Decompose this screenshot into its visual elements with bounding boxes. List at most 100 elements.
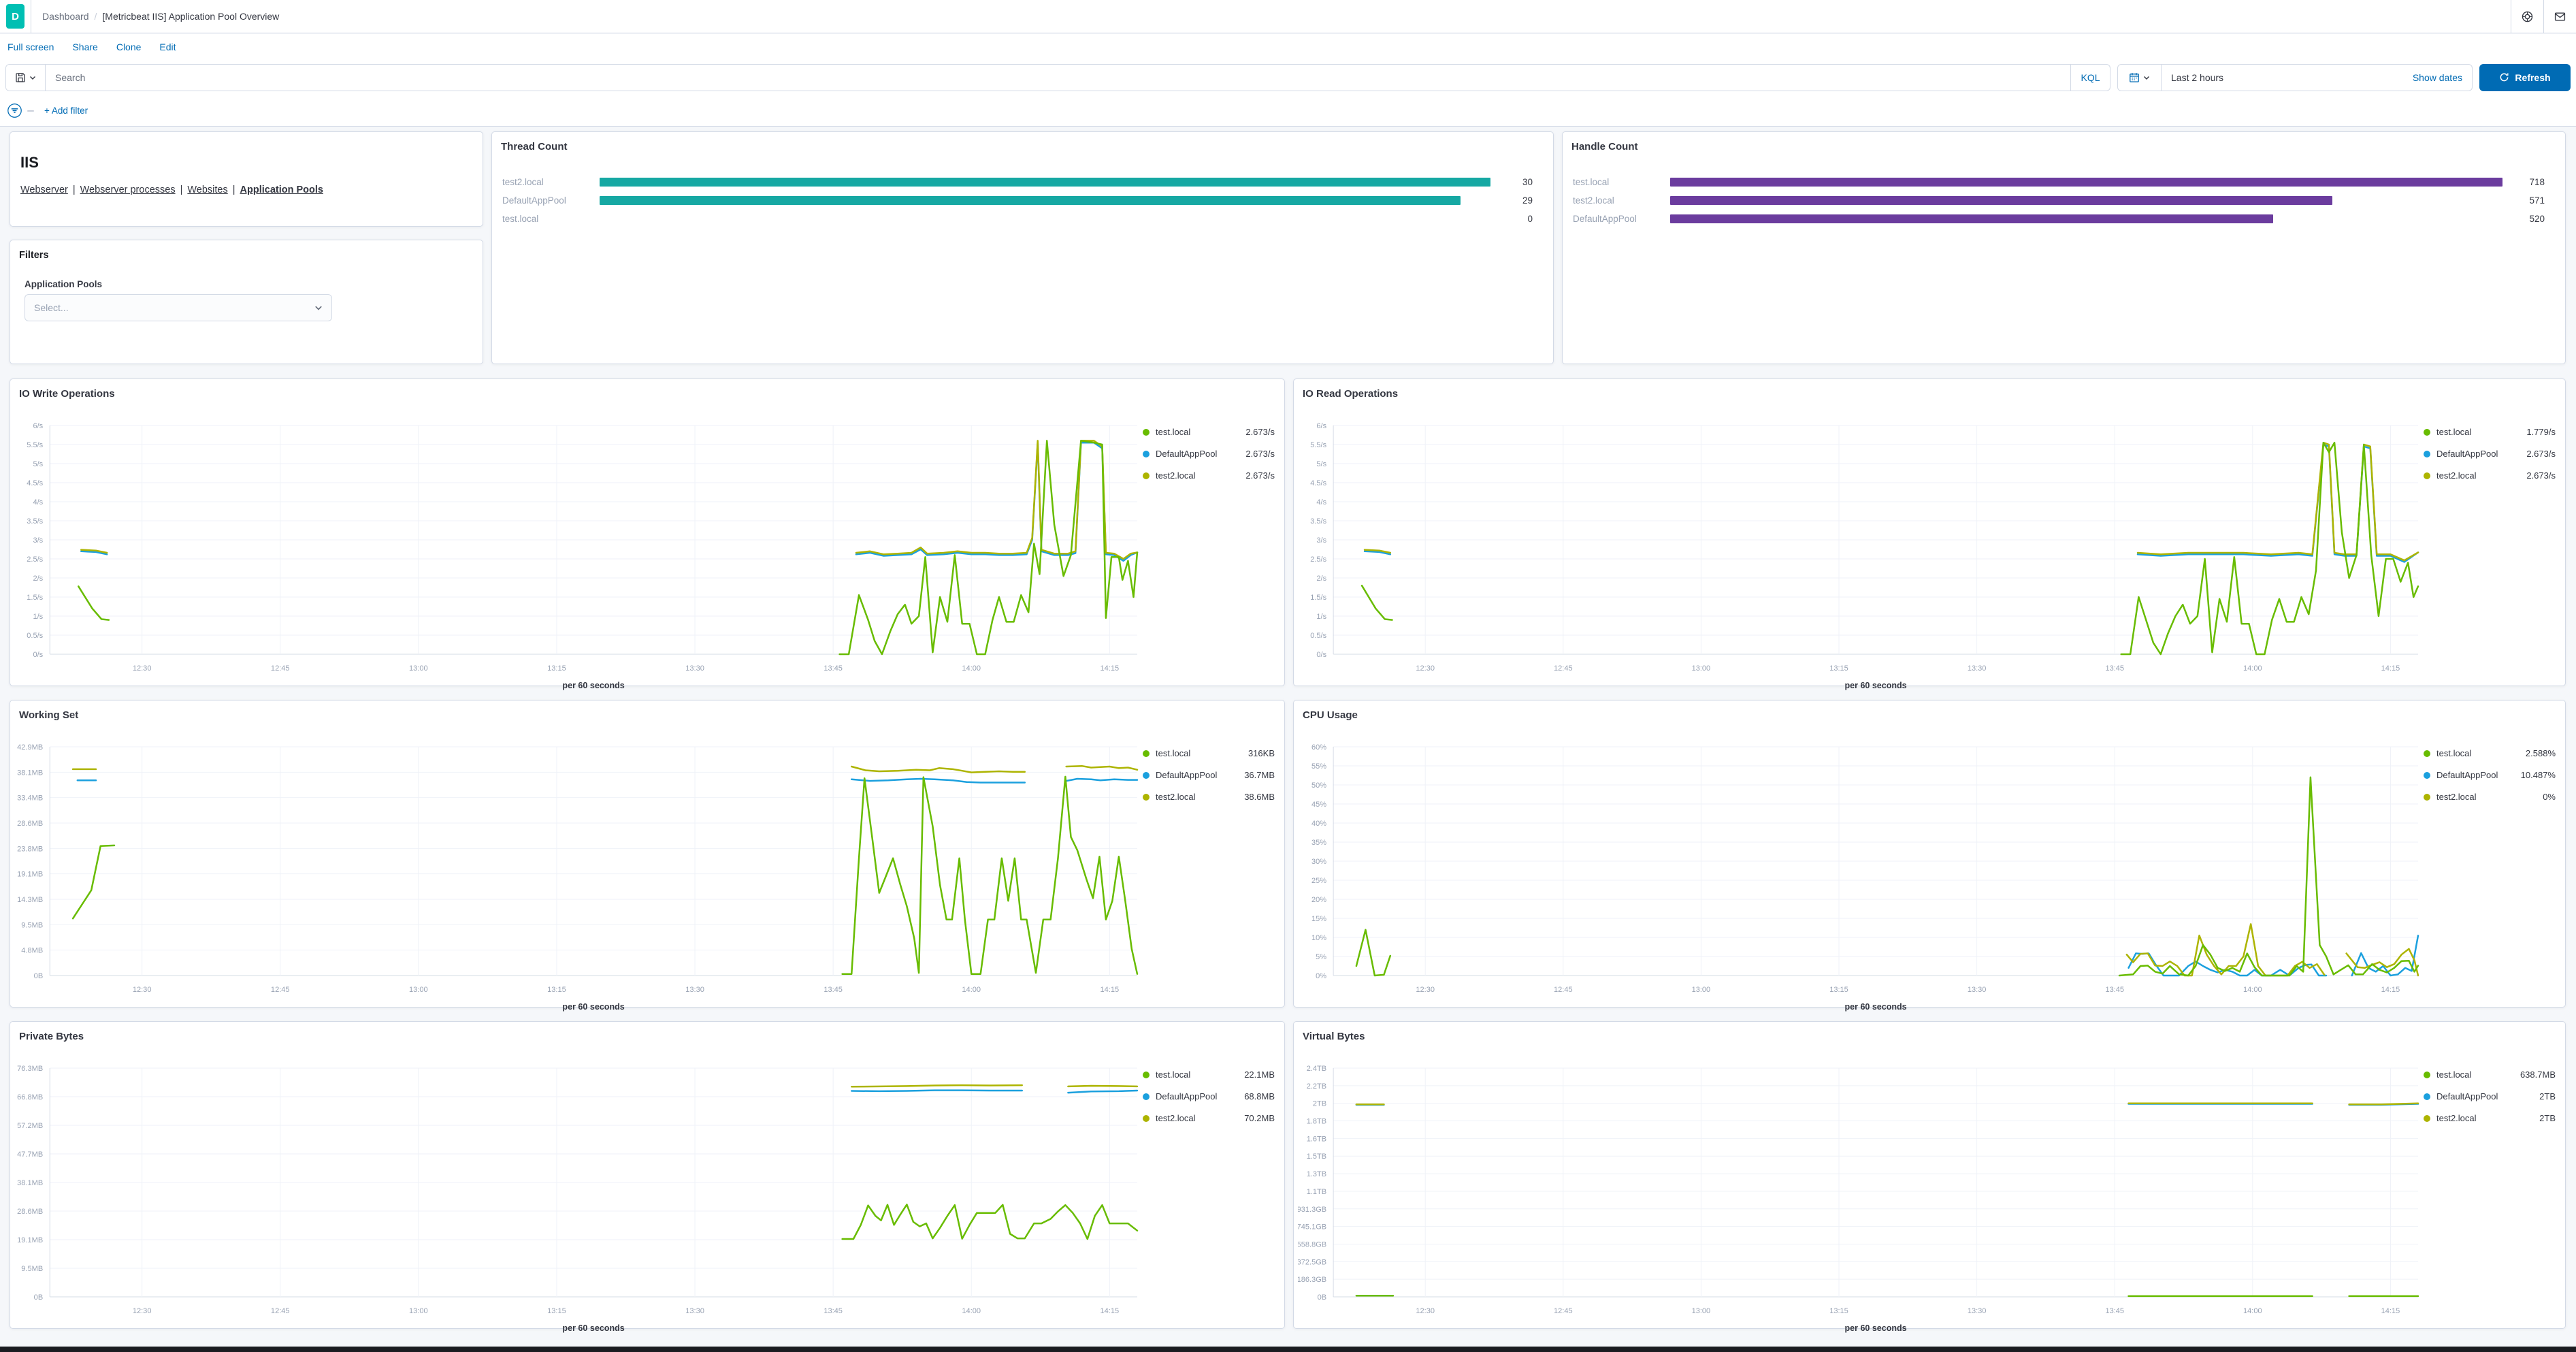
legend-item[interactable]: test2.local 38.6MB xyxy=(1143,792,1275,802)
legend-item[interactable]: DefaultAppPool 68.8MB xyxy=(1143,1091,1275,1101)
iis-link-websites[interactable]: Websites xyxy=(187,184,228,195)
plot-area[interactable]: 42.9MB 38.1MB 33.4MB 28.6MB 23.8MB 19.1MB 14.3… xyxy=(14,737,1143,1018)
menu-item-clone[interactable]: Clone xyxy=(116,41,142,52)
saved-query-menu-button[interactable] xyxy=(6,64,46,91)
y-axis-tick-label: 0B xyxy=(1318,1293,1326,1302)
y-axis-tick-label: 1.8TB xyxy=(1307,1118,1326,1126)
bar-value: 30 xyxy=(1522,177,1533,187)
x-axis-tick-label: 13:30 xyxy=(1968,1307,1987,1315)
legend-item[interactable]: DefaultAppPool 2.673/s xyxy=(2424,449,2556,459)
legend-series-name: DefaultAppPool xyxy=(1156,1091,1218,1101)
legend-item[interactable]: test2.local 0% xyxy=(2424,792,2556,802)
x-axis-tick-label: 13:30 xyxy=(1968,986,1987,994)
iis-link-application-pools[interactable]: Application Pools xyxy=(240,184,323,195)
dashboard-app-tab[interactable]: D xyxy=(0,0,31,33)
panel-title: CPU Usage xyxy=(1303,709,1358,721)
application-pools-select[interactable]: Select... xyxy=(25,294,332,321)
y-axis-tick-label: 745.1GB xyxy=(1298,1223,1326,1232)
bar-fill[interactable] xyxy=(1670,178,2502,187)
show-dates-button[interactable]: Show dates xyxy=(2412,71,2462,83)
filter-icon[interactable] xyxy=(7,103,22,118)
x-axis-tick-label: 13:45 xyxy=(2105,986,2124,994)
y-axis-tick-label: 558.8GB xyxy=(1298,1240,1326,1249)
x-axis-title: per 60 seconds xyxy=(1844,681,1906,690)
plot-area[interactable]: 76.3MB 66.8MB 57.2MB 47.7MB 38.1MB 28.6MB 19.1… xyxy=(14,1059,1143,1339)
breadcrumb-dashboard[interactable]: Dashboard xyxy=(42,11,89,22)
legend-item[interactable]: test.local 2.588% xyxy=(2424,748,2556,758)
add-filter-button[interactable]: + Add filter xyxy=(44,106,88,116)
search-input[interactable] xyxy=(46,64,2070,91)
series-line-test.local xyxy=(838,440,1139,656)
legend-item[interactable]: test2.local 2TB xyxy=(2424,1113,2556,1123)
iis-link-webserver-processes[interactable]: Webserver processes xyxy=(80,184,176,195)
bar-value: 571 xyxy=(2529,195,2545,206)
y-axis-tick-label: 40% xyxy=(1311,820,1326,828)
feedback-button[interactable] xyxy=(2543,0,2576,33)
panel-title: IO Write Operations xyxy=(19,388,115,400)
legend-item[interactable]: DefaultAppPool 10.487% xyxy=(2424,770,2556,780)
x-axis-tick-label: 13:45 xyxy=(824,664,843,673)
y-axis-tick-label: 66.8MB xyxy=(17,1093,43,1101)
y-axis-tick-label: 931.3GB xyxy=(1298,1206,1326,1214)
legend-item[interactable]: test.local 1.779/s xyxy=(2424,427,2556,437)
refresh-button[interactable]: Refresh xyxy=(2479,63,2571,91)
breadcrumb: Dashboard / [Metricbeat IIS] Application… xyxy=(42,11,279,22)
y-axis-tick-label: 60% xyxy=(1311,743,1326,752)
time-range-label[interactable]: Last 2 hours xyxy=(2171,71,2224,83)
legend-series-name: test2.local xyxy=(1156,792,1196,802)
legend-item[interactable]: test.local 316KB xyxy=(1143,748,1275,758)
bar-fill[interactable] xyxy=(1670,214,2273,223)
menu-item-edit[interactable]: Edit xyxy=(159,41,176,52)
plot-area[interactable]: 6/s 5.5/s 5/s 4.5/s 4/s 3.5/s 3/s 2.5/s 2/s 1.5/s… xyxy=(1298,416,2424,696)
help-button[interactable] xyxy=(2511,0,2543,33)
top-bar: D Dashboard / [Metricbeat IIS] Applicati… xyxy=(0,0,2576,33)
private-bytes-chart: 76.3MB 66.8MB 57.2MB 47.7MB 38.1MB 28.6MB 19.1… xyxy=(14,1059,1277,1339)
legend-item[interactable]: DefaultAppPool 2TB xyxy=(2424,1091,2556,1101)
x-axis-tick-label: 13:00 xyxy=(409,1307,428,1315)
legend-series-name: DefaultAppPool xyxy=(1156,449,1218,459)
y-axis-tick-label: 1.5/s xyxy=(1310,594,1326,602)
chart-legend: test.local 1.779/s DefaultAppPool 2.673/s te… xyxy=(2424,427,2558,696)
series-line-test2.local xyxy=(855,440,1139,560)
legend-item[interactable]: test2.local 2.673/s xyxy=(2424,470,2556,481)
legend-series-value: 38.6MB xyxy=(1244,792,1275,802)
legend-series-name: test2.local xyxy=(1156,470,1196,481)
date-quick-select-button[interactable] xyxy=(2118,64,2162,91)
menu-item-share[interactable]: Share xyxy=(72,41,98,52)
legend-series-name: test.local xyxy=(2436,427,2472,437)
x-axis-tick-label: 12:30 xyxy=(1416,986,1435,994)
y-axis-tick-label: 28.6MB xyxy=(17,1208,43,1216)
legend-series-value: 36.7MB xyxy=(1244,770,1275,780)
series-line-test.local xyxy=(71,844,116,920)
iis-link-webserver[interactable]: Webserver xyxy=(20,184,68,195)
y-axis-tick-label: 3/s xyxy=(33,536,43,545)
legend-item[interactable]: test.local 638.7MB xyxy=(2424,1069,2556,1080)
legend-series-name: test.local xyxy=(2436,748,2472,758)
bar-fill[interactable] xyxy=(600,178,1490,187)
query-bar: KQL xyxy=(5,63,2110,91)
bar-fill[interactable] xyxy=(600,196,1461,205)
menu-item-full-screen[interactable]: Full screen xyxy=(7,41,54,52)
iis-links: Webserver | Webserver processes | Websites | A… xyxy=(20,184,483,195)
legend-item[interactable]: test.local 22.1MB xyxy=(1143,1069,1275,1080)
y-axis-tick-label: 2TB xyxy=(1313,1100,1326,1108)
bar-fill[interactable] xyxy=(1670,196,2332,205)
legend-item[interactable]: test2.local 2.673/s xyxy=(1143,470,1275,481)
chart-legend: test.local 316KB DefaultAppPool 36.7MB test2… xyxy=(1143,748,1277,1018)
legend-item[interactable]: test.local 2.673/s xyxy=(1143,427,1275,437)
y-axis-tick-label: 5% xyxy=(1316,953,1326,961)
plot-area[interactable]: 2.4TB 2.2TB 2TB 1.8TB 1.6TB 1.5TB 1.3TB 1.1TB 93… xyxy=(1298,1059,2424,1339)
query-row: KQL Last 2 hours Show dates xyxy=(0,59,2576,95)
series-line-test.local xyxy=(841,775,1139,975)
plot-area[interactable]: 6/s 5.5/s 5/s 4.5/s 4/s 3.5/s 3/s 2.5/s 2/s 1.5/s… xyxy=(14,416,1143,696)
panel-title: Handle Count xyxy=(1571,141,1638,152)
legend-item[interactable]: DefaultAppPool 2.673/s xyxy=(1143,449,1275,459)
y-axis-tick-label: 0.5/s xyxy=(1310,632,1326,640)
legend-item[interactable]: test2.local 70.2MB xyxy=(1143,1113,1275,1123)
plot-area[interactable]: 60% 55% 50% 45% 40% 35% 30% 25% 20% 15% 10% 5% 0% 12:… xyxy=(1298,737,2424,1018)
legend-item[interactable]: DefaultAppPool 36.7MB xyxy=(1143,770,1275,780)
legend-dot-icon xyxy=(2424,1114,2430,1122)
kql-language-button[interactable]: KQL xyxy=(2070,64,2110,91)
x-axis-tick-label: 14:15 xyxy=(1100,1307,1120,1315)
bar-row: DefaultAppPool 29 xyxy=(502,191,1533,210)
